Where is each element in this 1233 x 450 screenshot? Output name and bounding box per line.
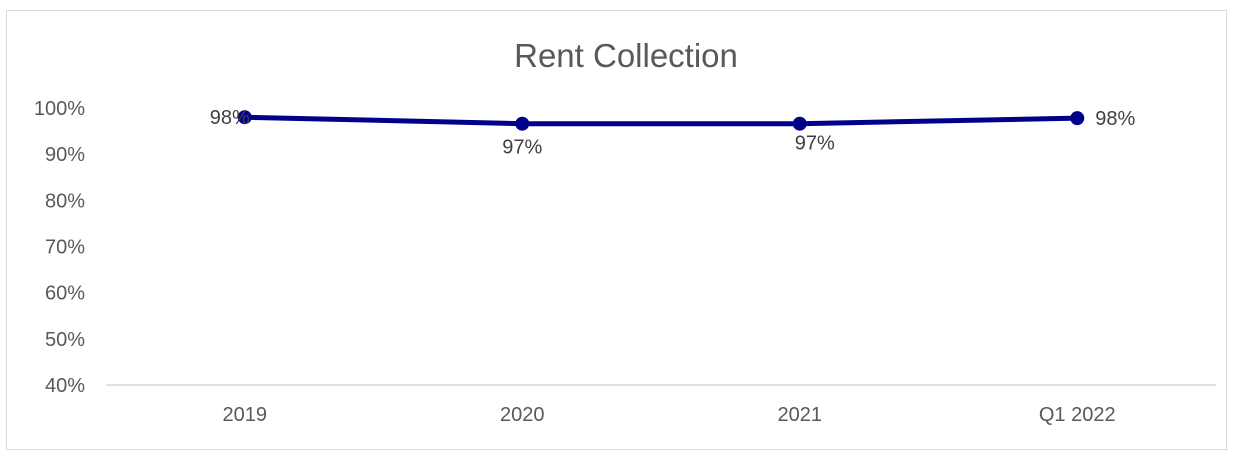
- data-point: [237, 110, 252, 125]
- x-tick-label: Q1 2022: [1039, 404, 1116, 426]
- x-tick-label: 2021: [778, 404, 823, 426]
- y-tick-label: 80%: [45, 190, 85, 212]
- data-label: 98%: [210, 107, 250, 129]
- series-group: [237, 110, 1085, 131]
- data-label: 97%: [795, 133, 835, 155]
- y-axis: 40% 50% 60% 70% 80% 90% 100%: [34, 98, 85, 397]
- rent-collection-line-chart: Rent Collection 40% 50% 60% 70% 80% 90% 100% 2…: [34, 37, 1216, 426]
- x-axis: 2019 2020 2021 Q1 2022: [223, 404, 1116, 426]
- y-tick-label: 90%: [45, 144, 85, 166]
- data-label: 98%: [1095, 108, 1135, 130]
- x-tick-label: 2019: [223, 404, 268, 426]
- x-tick-label: 2020: [500, 404, 545, 426]
- data-label: 97%: [502, 137, 542, 159]
- y-tick-label: 60%: [45, 283, 85, 305]
- y-tick-label: 70%: [45, 237, 85, 259]
- y-tick-label: 50%: [45, 329, 85, 351]
- data-labels: 98% 97% 97% 98%: [210, 107, 1136, 158]
- chart-area: [6, 10, 1227, 450]
- data-point: [1070, 111, 1085, 126]
- data-point: [792, 116, 807, 131]
- y-tick-label: 100%: [34, 98, 85, 120]
- series-line: [242, 114, 1080, 127]
- data-point: [515, 116, 530, 131]
- chart-title: Rent Collection: [514, 37, 738, 74]
- y-tick-label: 40%: [45, 375, 85, 397]
